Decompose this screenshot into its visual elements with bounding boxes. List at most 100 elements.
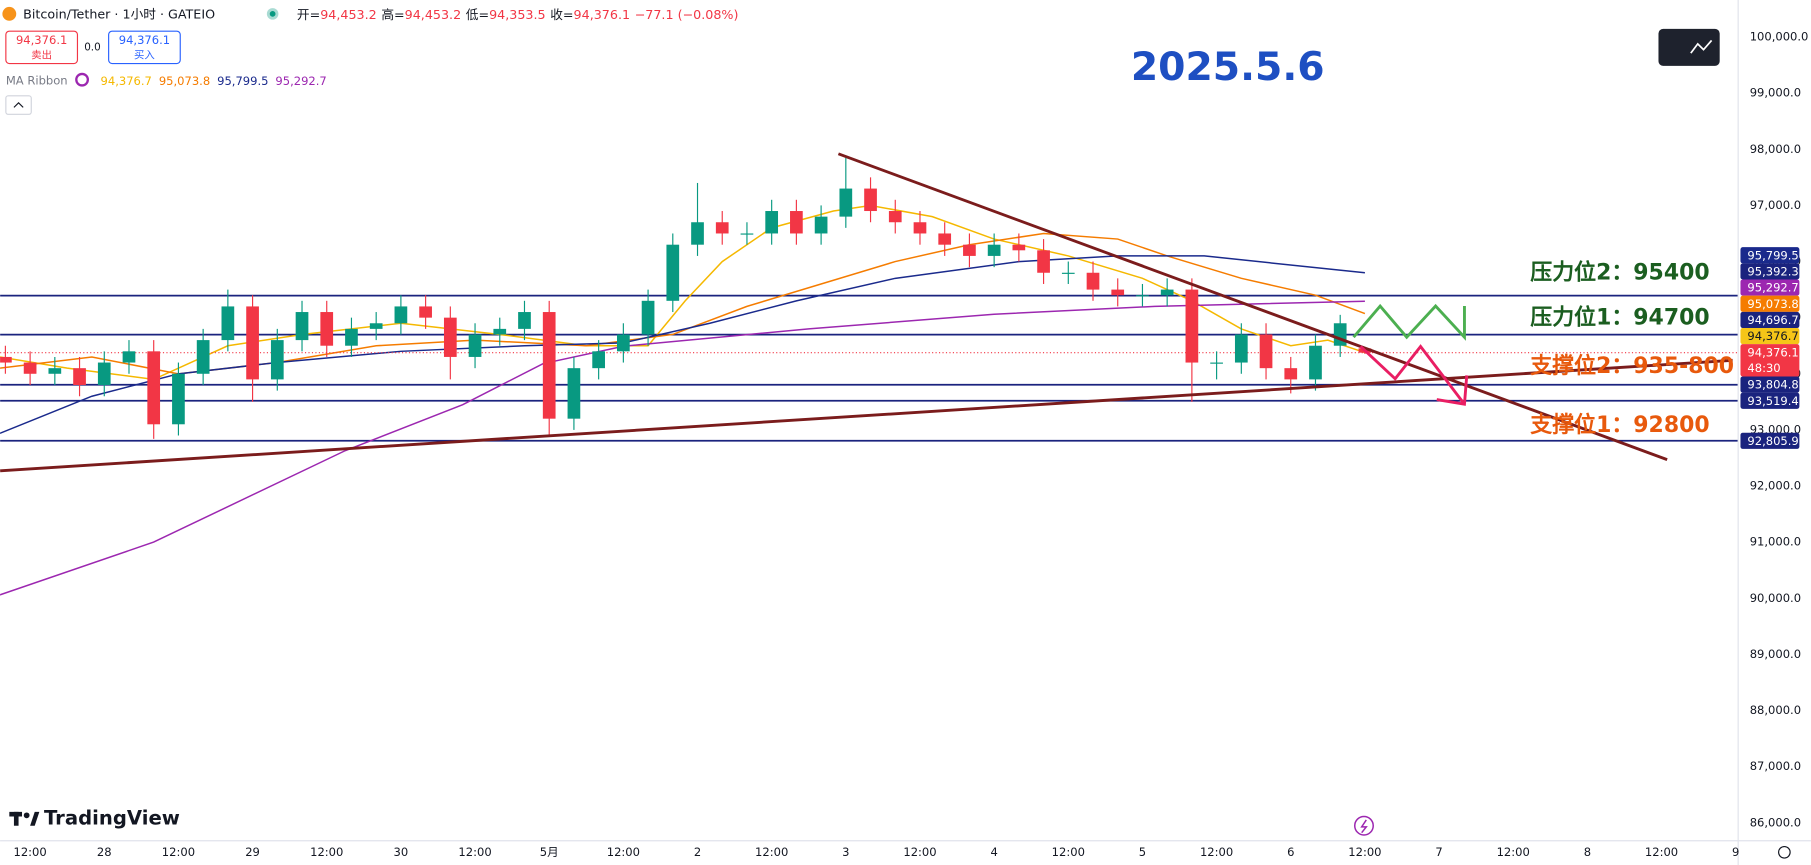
candle-body [765, 211, 779, 234]
price-label: 93,804.8 [1747, 378, 1798, 392]
x-tick-label: 12:00 [1348, 845, 1381, 859]
ohlc-value: 94,376.1 [574, 7, 630, 22]
candle-body [468, 334, 482, 357]
buy-label: 买入 [134, 49, 155, 61]
candle-body [97, 362, 111, 386]
price-label: 95,073.8 [1747, 297, 1798, 311]
toolbar-button[interactable] [1658, 28, 1720, 66]
candle-body [963, 244, 976, 256]
price-label: 94,376.1 [1747, 345, 1798, 359]
y-tick-label: 86,000.0 [1750, 815, 1801, 829]
x-tick-label: 2 [694, 845, 701, 859]
price-label: 93,519.4 [1747, 394, 1798, 408]
events-icon[interactable] [1353, 815, 1374, 836]
price-label: 92,805.9 [1747, 434, 1798, 448]
scenario-arrow-up [1352, 303, 1466, 341]
candle-body [270, 340, 284, 380]
overlay: 2025.5.6 Bitcoin/Tether · 1小时 · GATEIO 开… [2, 6, 1791, 859]
candle-body [567, 368, 581, 419]
y-tick-label: 92,000.0 [1750, 479, 1801, 493]
ohlc-key: 低= [466, 7, 489, 22]
sell-price: 94,376.1 [16, 33, 67, 47]
price-label-box [1740, 295, 1800, 312]
status-dot [269, 10, 276, 17]
x-tick-label: 12:00 [903, 845, 936, 859]
x-tick-label: 12:00 [162, 845, 195, 859]
price-label: 94,696.7 [1747, 313, 1798, 327]
candle-body [1210, 362, 1223, 364]
candle-body [320, 312, 334, 346]
candle-body [691, 222, 704, 245]
candle-body [641, 300, 655, 335]
logo-mark [9, 811, 40, 826]
x-tick-label: 5月 [540, 845, 559, 859]
symbol-icon [2, 6, 17, 21]
candle-body [617, 334, 630, 352]
sell-button[interactable] [5, 30, 79, 65]
price-label: 94,376.7 [1747, 329, 1798, 343]
candle-body [221, 306, 235, 341]
countdown: 48:30 [1747, 361, 1780, 375]
indicator-value: 94,376.7 [101, 73, 152, 87]
price-label: 95,799.5 [1747, 248, 1798, 262]
price-label-box [1740, 392, 1800, 409]
scenario-arrow-down [1359, 344, 1466, 406]
price-label: 95,392.3 [1747, 264, 1798, 278]
x-tick-label: 4 [990, 845, 997, 859]
candle-body [1259, 334, 1273, 369]
sell-label: 卖出 [31, 48, 52, 61]
candle-body [172, 373, 185, 425]
candle-body [1234, 334, 1248, 363]
candle-body [1185, 289, 1199, 363]
candle-body [715, 222, 729, 234]
x-tick-label: 28 [97, 845, 112, 859]
x-tick-label: 12:00 [13, 845, 46, 859]
candle-body [1012, 244, 1026, 251]
settings-icon[interactable] [1778, 845, 1791, 859]
candle-body [888, 211, 902, 223]
candle-body [196, 340, 210, 374]
candle-body [1061, 272, 1075, 274]
collapse-button[interactable] [5, 95, 32, 115]
price-label-box [1740, 327, 1800, 345]
candle-body [48, 368, 62, 374]
candle-body [122, 351, 136, 363]
arrow-head [1436, 375, 1469, 406]
candle-body [419, 306, 432, 318]
x-tick-label: 8 [1584, 845, 1591, 859]
y-tick-label: 88,000.0 [1750, 703, 1801, 717]
buy-button[interactable] [108, 30, 181, 65]
candle-body [147, 351, 161, 425]
x-tick-label: 9 [1732, 845, 1739, 859]
candle-body [592, 351, 605, 369]
x-tick-label: 29 [245, 845, 260, 859]
indicator-icon [75, 72, 90, 87]
logo: TradingView [44, 806, 180, 829]
ohlc-key: 开= [297, 7, 320, 22]
price-label-box [1740, 263, 1800, 280]
indicator-value: 95,073.8 [159, 73, 210, 87]
price-label-box [1740, 311, 1800, 328]
candle-body [1284, 368, 1298, 380]
indicator-name: MA Ribbon [6, 73, 68, 87]
candle-body [73, 368, 86, 386]
candle-body [839, 188, 853, 217]
candle-body [1136, 295, 1149, 297]
candle-body [666, 244, 680, 301]
x-tick-label: 12:00 [607, 845, 640, 859]
x-tick-label: 12:00 [1052, 845, 1085, 859]
candle-body [295, 312, 309, 341]
collapse-icon [13, 101, 24, 108]
indicator-value: 95,292.7 [275, 73, 326, 87]
level-annotation: 压力位1：94700 [1530, 305, 1709, 331]
y-tick-label: 97,000.0 [1750, 198, 1801, 212]
indicator-values: 94,376.7 95,073.8 95,799.5 95,292.7 [101, 73, 327, 87]
level-annotation: 压力位2：95400 [1530, 260, 1709, 286]
candle-body [542, 312, 556, 419]
y-tick-label: 91,000.0 [1750, 535, 1801, 549]
candle-body [1111, 289, 1125, 296]
moving-average [0, 300, 1365, 596]
candle-body [518, 312, 531, 329]
